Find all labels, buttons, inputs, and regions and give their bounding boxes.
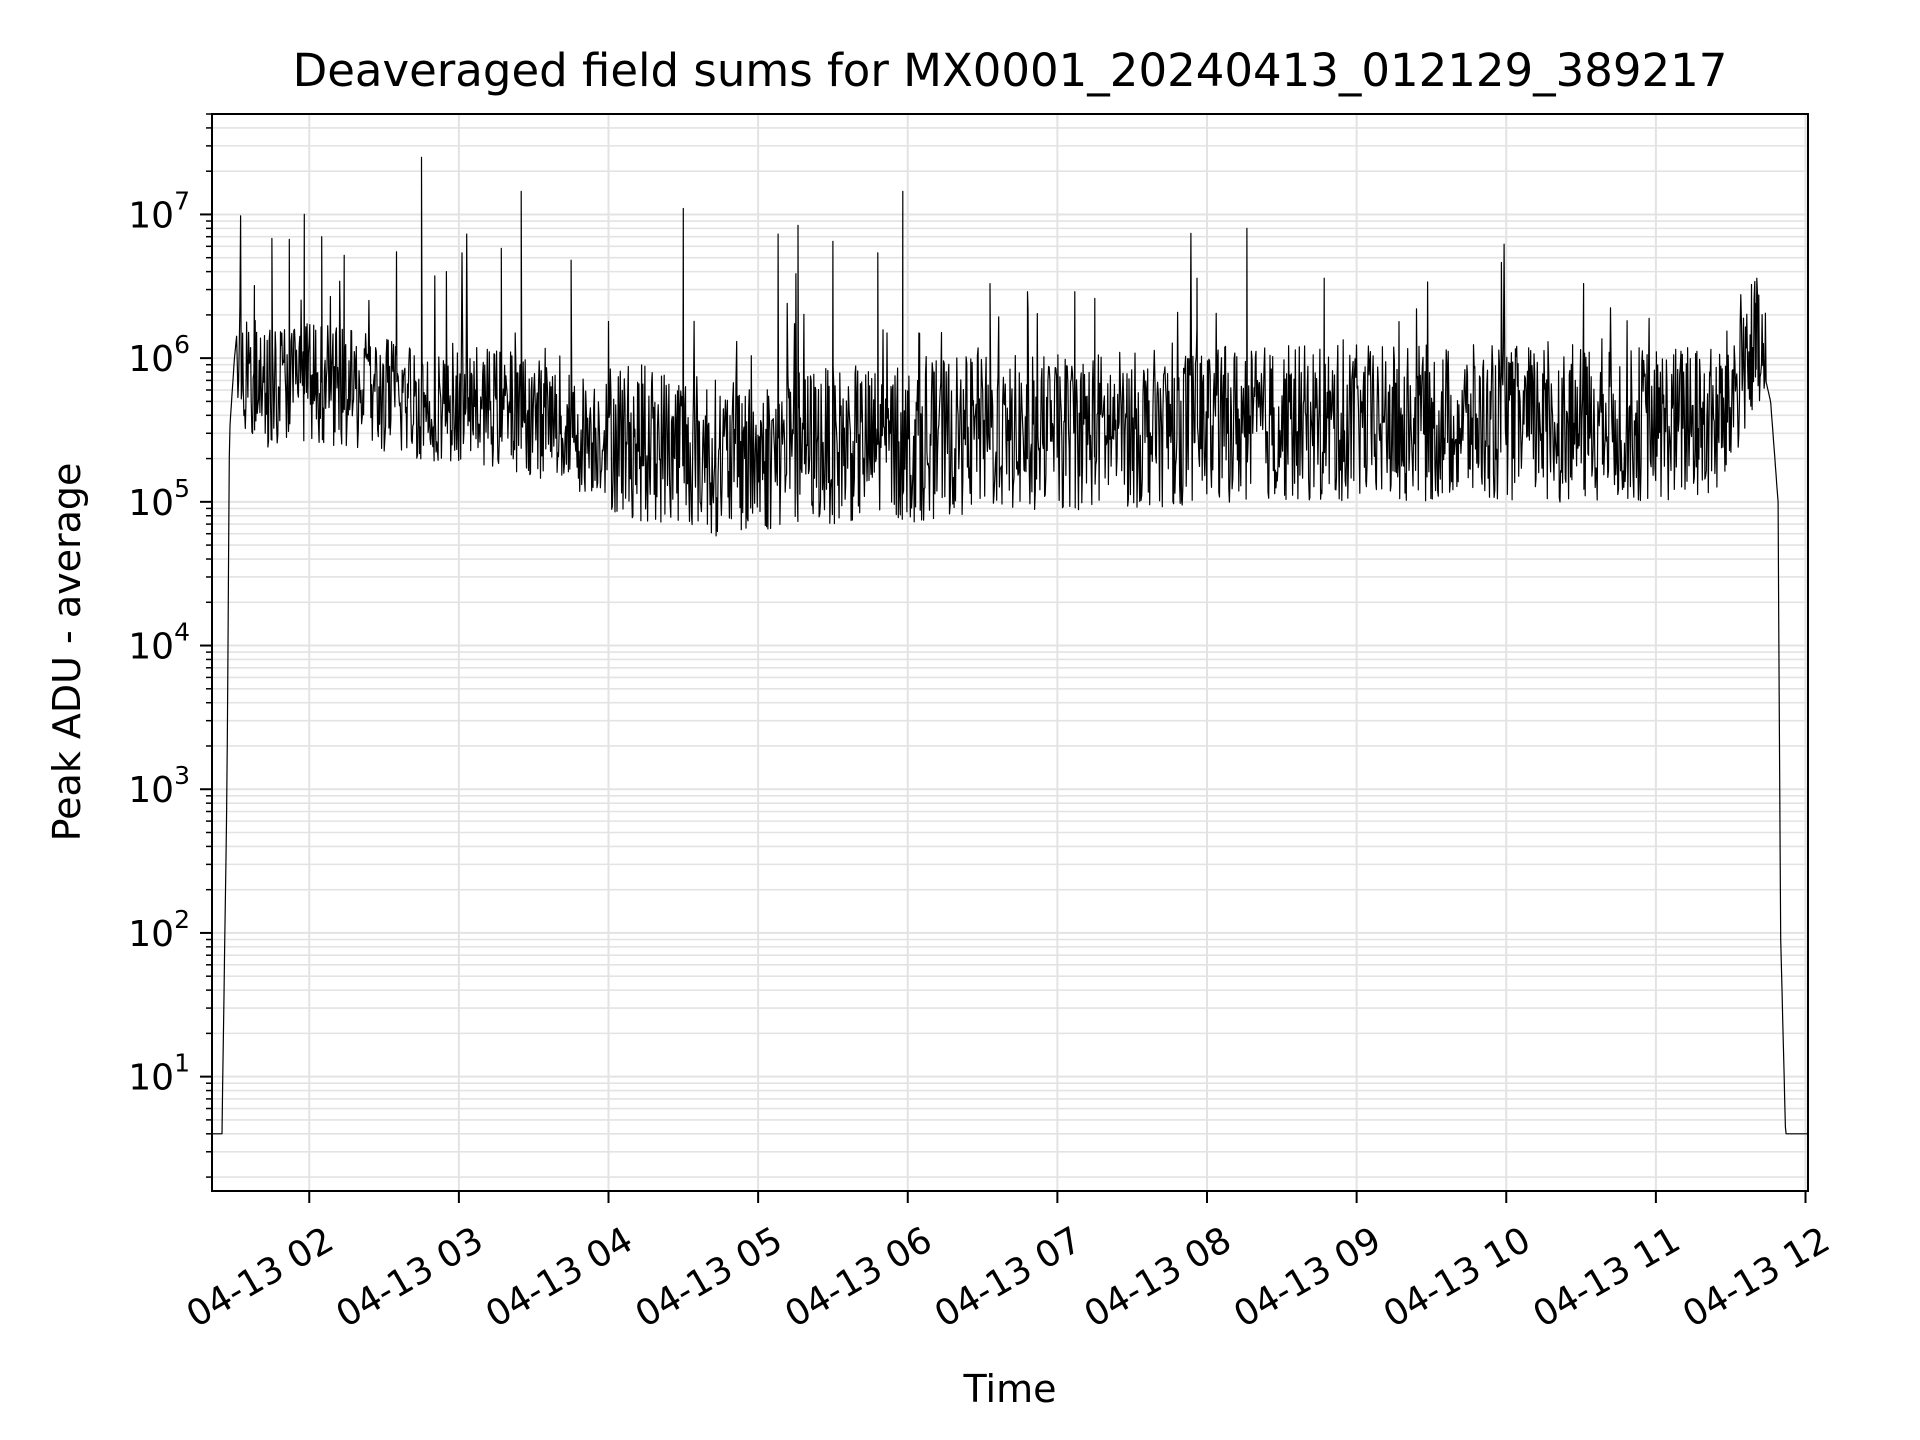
y-tick-label: 102 bbox=[128, 905, 190, 955]
series-group bbox=[212, 156, 1808, 1135]
grid bbox=[212, 113, 1808, 1191]
y-tick-label: 107 bbox=[128, 186, 190, 236]
series-line bbox=[212, 156, 1808, 1135]
y-axis: 101 102 103 104 105 106 107 bbox=[128, 113, 212, 1178]
chart-title: Deaveraged field sums for MX0001_2024041… bbox=[293, 44, 1728, 97]
y-axis-label: Peak ADU - average bbox=[45, 463, 89, 842]
y-tick-label: 103 bbox=[128, 761, 190, 811]
y-tick-label: 106 bbox=[128, 330, 190, 380]
y-tick-label: 104 bbox=[128, 618, 190, 668]
y-tick-label: 105 bbox=[128, 474, 190, 524]
y-tick-label: 101 bbox=[128, 1049, 190, 1099]
x-axis-label: Time bbox=[963, 1367, 1057, 1411]
